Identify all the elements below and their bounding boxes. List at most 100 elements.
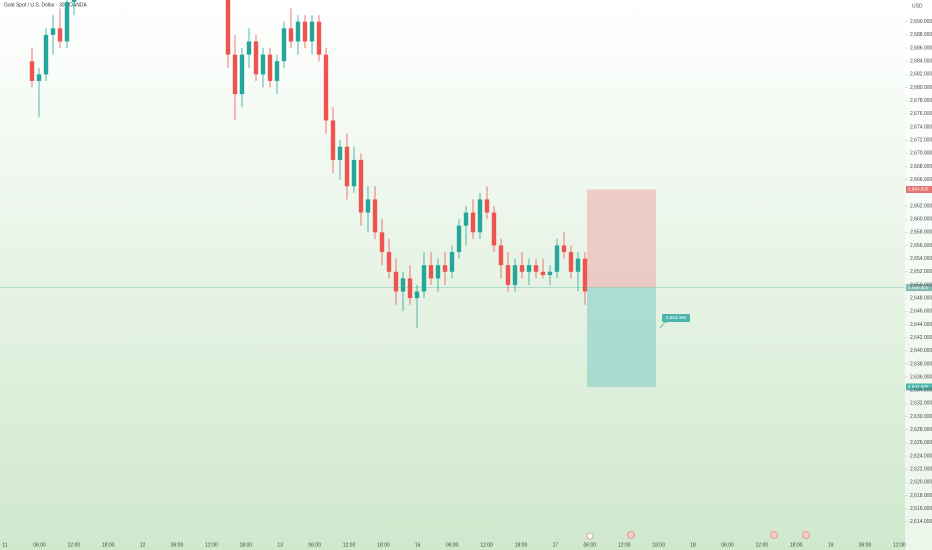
y-tick-label: 2,658.000 [910,230,932,236]
target-zone [587,287,656,387]
candle-body [582,258,588,292]
y-tick-label: 2,666.000 [910,177,932,183]
candle-body [57,28,63,42]
x-tick-label: 06:00 [171,542,184,548]
candle-body [484,199,490,213]
candle-body [302,21,308,42]
target-price-label-bg [906,383,932,391]
y-tick-label: 2,614.000 [910,519,932,525]
x-tick-label: 06:00 [859,542,872,548]
candle-body [50,28,56,35]
candles [29,0,588,328]
y-tick-label: 2,670.000 [910,151,932,157]
candle-body [421,265,427,292]
candle-body [491,212,497,246]
x-tick-label: 19 [828,542,834,548]
candle-body [351,159,357,187]
x-tick-label: 18 [690,542,696,548]
candle-body [428,265,434,279]
candle-body [512,265,518,285]
symbol-title: Gold Spot / U.S. Dollar · 30 · OANDA [4,2,87,8]
candle-body [575,258,581,272]
event-icons [586,531,810,540]
stop-price-label: 2,664.500 [908,187,929,192]
candle-body [533,265,539,272]
x-tick-label: 18:00 [240,542,253,548]
y-tick-label: 2,682.000 [910,72,932,78]
x-tick-label: 16 [415,542,421,548]
candle-body [295,21,301,42]
x-tick-label: 13 [277,542,283,548]
candle-body [477,199,483,233]
x-tick-label: 12:00 [618,542,631,548]
x-tick-label: 06:00 [308,542,321,548]
candle-body [519,265,525,272]
overlay: 2,664.500 2,649.600 2,634.500 2,643.484 [0,186,932,391]
candle-body [526,265,532,272]
candle-body [568,252,574,272]
candle-body [288,28,294,42]
candle-body [232,54,238,95]
y-tick-label: 2,654.000 [910,256,932,262]
x-tick-label: 18:00 [515,542,528,548]
entry-price-label-bg [906,284,932,292]
y-tick-label: 2,632.000 [910,401,932,407]
candle-body [71,0,77,2]
candle-body [463,212,469,226]
y-tick-label: 2,650.000 [910,282,932,288]
x-tick-label: 18:00 [377,542,390,548]
candle-body [316,21,322,55]
annotation-bg [662,314,690,322]
x-tick-label: 06:00 [446,542,459,548]
y-tick-label: 2,680.000 [910,85,932,91]
x-tick-label: 18:00 [790,542,803,548]
y-tick-label: 2,644.000 [910,322,932,328]
y-tick-label: 2,640.000 [910,348,932,354]
x-tick-label: 12:00 [480,542,493,548]
candle-body [393,271,399,292]
x-tick-label: 12:00 [68,542,81,548]
y-tick-label: 2,646.000 [910,309,932,315]
y-tick-label: 2,628.000 [910,427,932,433]
y-tick-label: 2,688.000 [910,32,932,38]
stop-price-label-bg [906,186,932,194]
x-tick-label: 12:00 [205,542,218,548]
candle-body [64,1,70,42]
y-tick-label: 2,684.000 [910,59,932,65]
candle-body [372,199,378,233]
y-tick-label: 2,626.000 [910,440,932,446]
candle-body [379,232,385,253]
x-tick-label: 12:00 [756,542,769,548]
y-tick-label: 2,676.000 [910,111,932,117]
candle-body [449,252,455,272]
stop-zone [587,189,656,288]
x-tick-label: 06:00 [584,542,597,548]
y-tick-label: 2,662.000 [910,203,932,209]
y-tick-label: 2,616.000 [910,506,932,512]
candle-body [36,74,42,81]
annotation: 2,643.484 [666,315,687,320]
x-tick-label: 11 [2,542,7,548]
y-tick-label: 2,630.000 [910,414,932,420]
x-tick-label: 12:00 [893,542,906,548]
candle-body [365,199,371,213]
y-tick-label: 2,690.000 [910,19,932,25]
candle-body [267,54,273,81]
currency: USD [912,3,923,9]
candle-body [400,278,406,292]
candle-body [246,41,252,55]
y-tick-label: 2,652.000 [910,269,932,275]
x-tick-label: 12 [140,542,146,548]
x-tick-label: 12:00 [343,542,356,548]
y-tick-label: 2,656.000 [910,243,932,249]
y-tick-label: 2,660.000 [910,216,932,222]
candle-body [225,0,231,55]
candle-body [407,278,413,299]
candle-body [43,34,49,75]
y-tick-label: 2,678.000 [910,98,932,104]
candle-body [260,54,266,75]
